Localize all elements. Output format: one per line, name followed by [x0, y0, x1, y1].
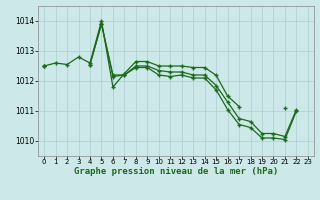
X-axis label: Graphe pression niveau de la mer (hPa): Graphe pression niveau de la mer (hPa)	[74, 167, 278, 176]
